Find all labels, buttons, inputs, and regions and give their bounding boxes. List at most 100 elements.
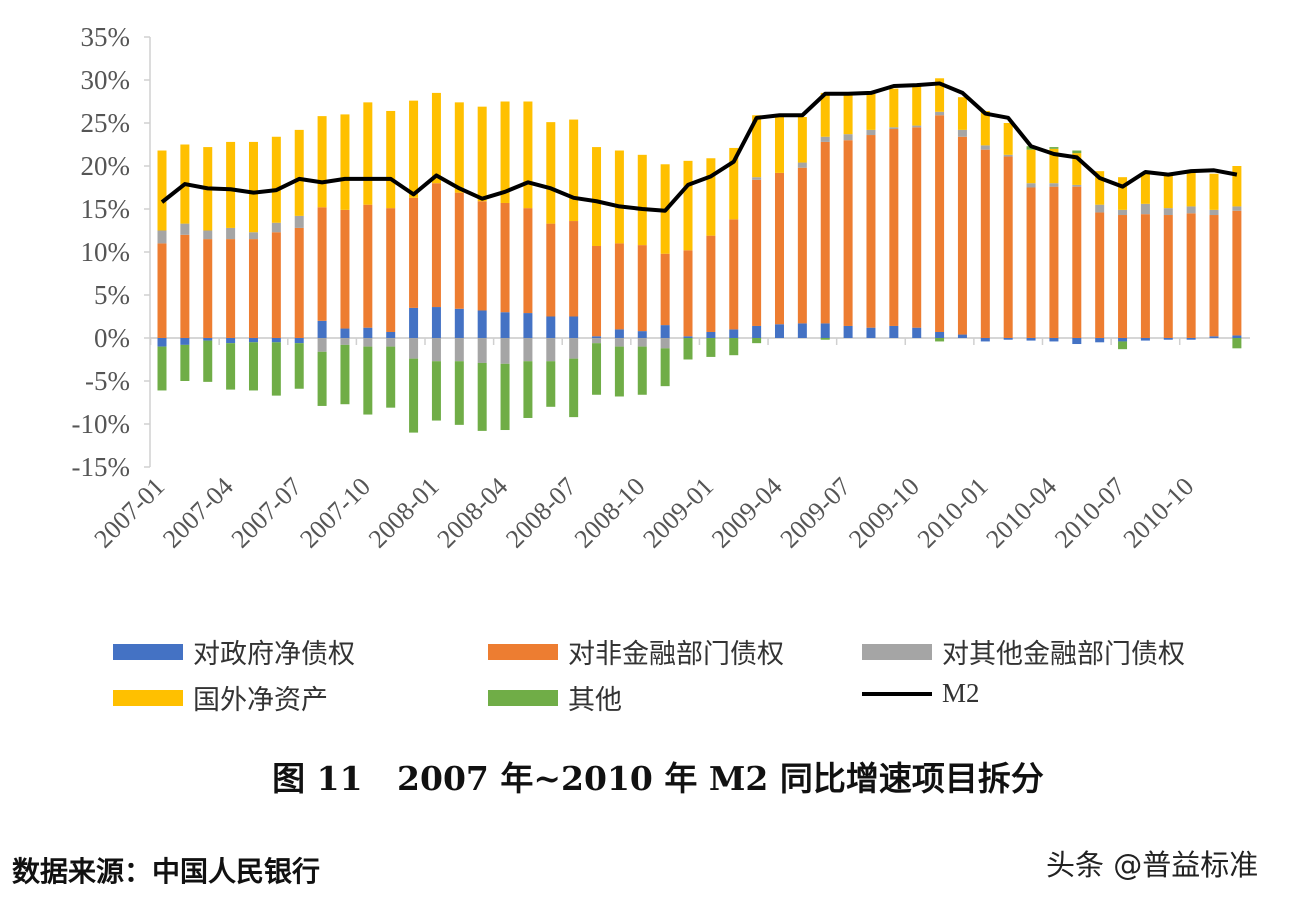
bar-segment-0 — [340, 328, 350, 338]
bar-segment-2 — [409, 338, 419, 359]
legend-item-other: 其他 — [488, 678, 622, 717]
x-tick-label: 2010-04 — [980, 472, 1062, 554]
bar-segment-0 — [1163, 338, 1173, 340]
bar-segment-3 — [1163, 174, 1173, 209]
bar-segment-3 — [797, 116, 807, 163]
bar-segment-0 — [546, 316, 556, 338]
bar-segment-4 — [340, 344, 350, 405]
bar-segment-4 — [637, 346, 647, 395]
bar-segment-1 — [431, 183, 441, 308]
bar-segment-0 — [889, 325, 899, 338]
bar-segment-3 — [935, 78, 945, 112]
bar-segment-1 — [271, 232, 281, 338]
y-tick-label: 10% — [81, 237, 131, 267]
bar-segment-1 — [477, 201, 487, 311]
y-tick-label: 25% — [81, 108, 131, 138]
bar-segment-4 — [180, 344, 190, 381]
bar-segment-3 — [1026, 149, 1036, 184]
bar-segment-4 — [248, 342, 258, 391]
bar-segment-4 — [1049, 147, 1059, 149]
bar-segment-1 — [317, 207, 327, 321]
x-tick-label: 2008-07 — [500, 472, 582, 554]
bar-segment-2 — [957, 129, 967, 137]
x-tick-label: 2008-01 — [363, 472, 445, 554]
bar-segment-2 — [1072, 184, 1082, 187]
bar-segment-4 — [1072, 150, 1082, 154]
legend-item-nonfinancial: 对非金融部门债权 — [488, 632, 784, 671]
bar-segment-3 — [409, 100, 419, 198]
bar-segment-4 — [569, 358, 579, 418]
bar-segment-0 — [271, 338, 281, 343]
bar-segment-4 — [752, 338, 762, 344]
bar-segment-3 — [729, 147, 739, 220]
bar-segment-0 — [980, 338, 990, 342]
bar-segment-1 — [637, 245, 647, 332]
bar-segment-0 — [820, 323, 830, 338]
bar-segment-0 — [317, 320, 327, 338]
bar-segment-1 — [1072, 186, 1082, 338]
bar-segment-2 — [317, 338, 327, 352]
bar-segment-0 — [866, 327, 876, 338]
bar-segment-2 — [294, 215, 304, 228]
bar-segment-4 — [592, 343, 602, 395]
bar-segment-2 — [1140, 203, 1150, 215]
bar-segment-0 — [797, 323, 807, 338]
bar-segment-1 — [1140, 214, 1150, 338]
bar-segment-0 — [294, 338, 304, 344]
x-tick-label: 2008-04 — [432, 472, 514, 554]
m2-line — [160, 81, 1238, 213]
bar-segment-2 — [477, 338, 487, 363]
bar-segment-2 — [660, 338, 670, 349]
bar-segment-1 — [1095, 212, 1105, 338]
bar-segment-1 — [409, 197, 419, 308]
bar-segment-4 — [1232, 338, 1242, 349]
y-tick-label: -15% — [72, 452, 130, 482]
bar-segment-1 — [1232, 210, 1242, 336]
bar-segment-4 — [157, 346, 167, 391]
bar-segment-3 — [614, 150, 624, 244]
bar-segment-0 — [1209, 336, 1219, 338]
bar-segment-1 — [592, 245, 602, 337]
bar-segment-1 — [500, 202, 510, 313]
bar-segment-0 — [912, 327, 922, 338]
legend-item-government: 对政府净债权 — [113, 632, 355, 671]
m2-stacked-bar-chart: 35% 30% 25% 20% 15% 10% 5% 0% -5% -10% -15% 2007-0… — [72, 22, 1250, 554]
bar-segment-4 — [729, 338, 739, 356]
bar-segment-1 — [1003, 156, 1013, 338]
bar-segment-3 — [1072, 153, 1082, 185]
x-tick-label: 2007-04 — [157, 472, 239, 554]
bar-segment-0 — [683, 336, 693, 338]
x-tick-label: 2007-01 — [88, 472, 170, 554]
bar-segment-1 — [1163, 215, 1173, 338]
bar-segment-1 — [363, 204, 373, 328]
bar-segment-1 — [454, 192, 464, 309]
bar-segment-1 — [774, 172, 784, 325]
bar-segment-3 — [569, 119, 579, 222]
x-tick-label: 2009-07 — [775, 472, 857, 554]
x-tick-label: 2009-01 — [637, 472, 719, 554]
bar-segment-2 — [614, 338, 624, 347]
bar-segment-3 — [248, 141, 258, 233]
x-tick-label: 2010-07 — [1049, 472, 1131, 554]
bar-segment-0 — [660, 325, 670, 338]
legend-label: 对其他金融部门债权 — [942, 639, 1185, 670]
bar-segment-0 — [1003, 338, 1013, 340]
bar-segment-0 — [157, 338, 167, 347]
bar-segment-2 — [454, 338, 464, 362]
bar-segment-4 — [820, 338, 830, 340]
bar-segment-0 — [1095, 338, 1105, 343]
bar-segment-1 — [1049, 186, 1059, 338]
legend-swatch — [113, 643, 183, 660]
bar-segment-2 — [203, 230, 213, 240]
bar-segment-4 — [294, 343, 304, 389]
bar-segment-2 — [569, 338, 579, 359]
bar-segment-1 — [752, 179, 762, 326]
bar-segment-2 — [546, 338, 556, 362]
y-tick-label: 5% — [94, 280, 130, 310]
bar-segment-3 — [637, 154, 647, 246]
bar-segment-3 — [889, 88, 899, 128]
bar-segment-0 — [1118, 338, 1128, 342]
bar-segment-0 — [774, 324, 784, 338]
bar-segment-2 — [431, 338, 441, 362]
bar-segment-3 — [980, 110, 990, 146]
